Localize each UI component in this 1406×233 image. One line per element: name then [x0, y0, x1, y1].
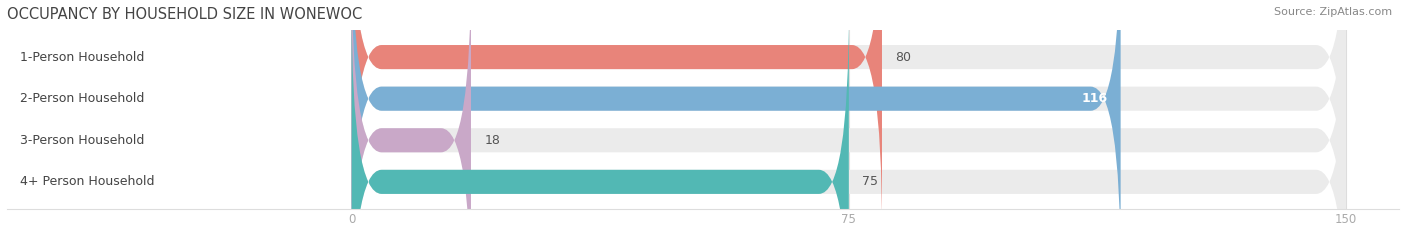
- Text: 1-Person Household: 1-Person Household: [20, 51, 145, 64]
- Text: 116: 116: [1081, 92, 1108, 105]
- Text: OCCUPANCY BY HOUSEHOLD SIZE IN WONEWOC: OCCUPANCY BY HOUSEHOLD SIZE IN WONEWOC: [7, 7, 363, 22]
- Text: 2-Person Household: 2-Person Household: [20, 92, 145, 105]
- Text: 75: 75: [862, 175, 879, 188]
- FancyBboxPatch shape: [352, 0, 1346, 233]
- FancyBboxPatch shape: [352, 0, 1346, 233]
- FancyBboxPatch shape: [352, 7, 849, 233]
- Text: Source: ZipAtlas.com: Source: ZipAtlas.com: [1274, 7, 1392, 17]
- Text: 4+ Person Household: 4+ Person Household: [20, 175, 155, 188]
- FancyBboxPatch shape: [352, 0, 882, 232]
- FancyBboxPatch shape: [352, 0, 471, 233]
- Text: 80: 80: [896, 51, 911, 64]
- Text: 3-Person Household: 3-Person Household: [20, 134, 145, 147]
- FancyBboxPatch shape: [352, 0, 1121, 233]
- Text: 18: 18: [484, 134, 501, 147]
- FancyBboxPatch shape: [352, 0, 1346, 232]
- FancyBboxPatch shape: [352, 7, 1346, 233]
